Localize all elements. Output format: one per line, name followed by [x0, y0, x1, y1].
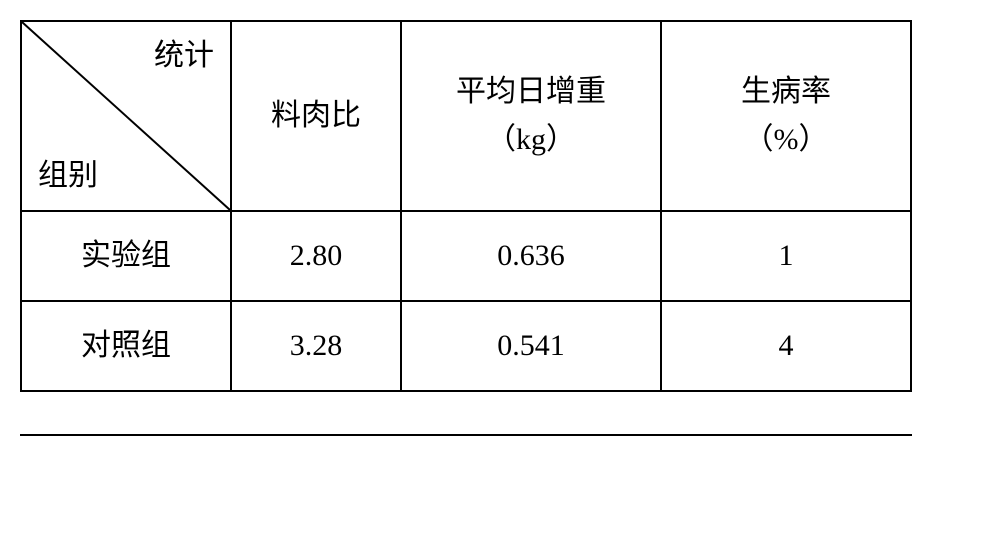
data-cell: 1: [661, 211, 911, 301]
header-unit: （kg）: [402, 116, 660, 164]
table-row: 对照组 3.28 0.541 4: [21, 301, 911, 391]
header-col-3: 生病率 （%）: [661, 21, 911, 211]
row-label: 实验组: [81, 239, 171, 272]
header-col-1: 料肉比: [231, 21, 401, 211]
data-cell: 2.80: [231, 211, 401, 301]
cell-value: 4: [779, 329, 794, 362]
header-label: 料肉比: [271, 99, 361, 132]
bottom-rule-line: [20, 434, 912, 436]
cell-value: 1: [779, 239, 794, 272]
data-cell: 0.636: [401, 211, 661, 301]
data-cell: 4: [661, 301, 911, 391]
data-cell: 3.28: [231, 301, 401, 391]
table-row: 实验组 2.80 0.636 1: [21, 211, 911, 301]
cell-value: 0.541: [497, 329, 565, 362]
header-row: 统计 组别 料肉比 平均日增重 （kg） 生病率 （%）: [21, 21, 911, 211]
table-container: 统计 组别 料肉比 平均日增重 （kg） 生病率 （%） 实验组 2.80 0.…: [20, 20, 912, 436]
cell-value: 0.636: [497, 239, 565, 272]
header-col-2: 平均日增重 （kg）: [401, 21, 661, 211]
data-table: 统计 组别 料肉比 平均日增重 （kg） 生病率 （%） 实验组 2.80 0.…: [20, 20, 912, 392]
header-label: 生病率: [741, 75, 831, 108]
row-label: 对照组: [81, 329, 171, 362]
header-top-label: 统计: [154, 32, 214, 80]
header-bottom-label: 组别: [38, 152, 98, 200]
cell-value: 3.28: [290, 329, 343, 362]
header-label: 平均日增重: [456, 75, 606, 108]
data-cell: 0.541: [401, 301, 661, 391]
row-label-cell: 对照组: [21, 301, 231, 391]
header-unit: （%）: [662, 116, 910, 164]
diagonal-header-cell: 统计 组别: [21, 21, 231, 211]
row-label-cell: 实验组: [21, 211, 231, 301]
cell-value: 2.80: [290, 239, 343, 272]
